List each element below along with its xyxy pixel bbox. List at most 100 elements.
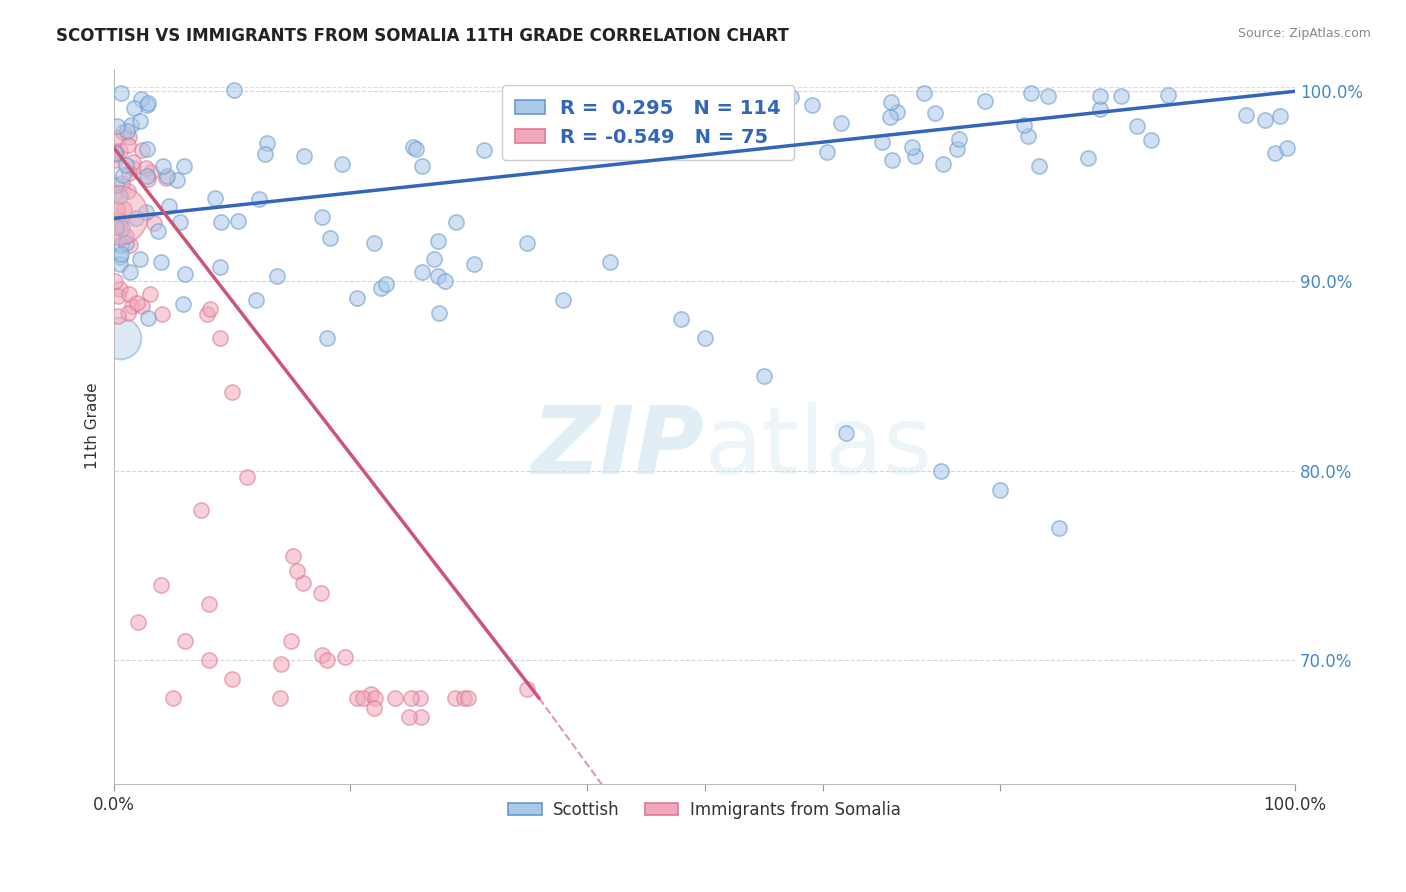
Point (120, 118, 142, 132)
Point (174, 634, 197, 648)
Point (107, 309, 129, 323)
Point (169, 215, 191, 229)
Point (879, 110, 901, 124)
Point (1268, 109, 1291, 123)
Point (150, 307, 173, 321)
Point (127, 615, 149, 630)
Point (245, 293, 267, 307)
Text: Source: ZipAtlas.com: Source: ZipAtlas.com (1237, 27, 1371, 40)
Point (131, 144, 153, 158)
Point (281, 549, 304, 563)
Point (830, 116, 852, 130)
Point (835, 425, 858, 440)
Point (226, 213, 249, 227)
Point (285, 564, 308, 578)
Point (346, 291, 368, 305)
Point (693, 331, 716, 345)
Point (129, 92, 152, 106)
Point (236, 470, 259, 484)
Point (1264, 146, 1286, 161)
Point (427, 234, 450, 248)
Point (1157, 88, 1180, 103)
Point (399, 691, 422, 706)
Point (370, 281, 392, 295)
Point (924, 106, 946, 120)
Point (104, 186, 127, 201)
Point (311, 210, 333, 224)
Point (195, 307, 218, 321)
Point (1088, 103, 1111, 117)
Point (108, 257, 131, 271)
Point (330, 157, 353, 171)
Point (1019, 87, 1042, 101)
Point (104, 275, 127, 289)
Point (266, 268, 288, 283)
Point (108, 213, 131, 227)
Point (221, 385, 243, 400)
Point (107, 289, 129, 303)
Point (120, 238, 142, 252)
Point (900, 139, 922, 153)
Point (904, 149, 927, 163)
Point (107, 208, 129, 222)
Point (1077, 151, 1099, 165)
Point (780, 90, 803, 104)
Point (136, 169, 159, 183)
Point (156, 169, 179, 183)
Point (882, 153, 904, 167)
Point (402, 140, 425, 154)
Point (115, 124, 138, 138)
Point (375, 277, 398, 291)
Point (516, 681, 538, 696)
Point (125, 211, 148, 225)
Point (453, 691, 475, 706)
Point (269, 691, 291, 706)
Point (929, 464, 952, 478)
Point (221, 673, 243, 687)
Point (172, 297, 194, 311)
Point (352, 691, 374, 706)
Point (335, 649, 357, 664)
Point (117, 306, 139, 320)
Point (1139, 133, 1161, 147)
Point (411, 265, 433, 279)
Point (988, 483, 1011, 497)
Point (104, 145, 127, 160)
Point (105, 178, 128, 193)
Point (411, 710, 433, 724)
Point (1109, 88, 1132, 103)
Point (398, 710, 420, 724)
Point (270, 657, 292, 671)
Point (463, 257, 485, 271)
Point (111, 221, 134, 235)
Point (551, 293, 574, 307)
Point (311, 648, 333, 662)
Point (110, 145, 132, 159)
Point (122, 161, 145, 175)
Point (427, 268, 450, 283)
Point (111, 168, 134, 182)
Point (104, 146, 127, 161)
Point (112, 125, 135, 139)
Point (1038, 89, 1060, 103)
Point (411, 160, 433, 174)
Point (135, 205, 157, 219)
Point (1253, 113, 1275, 128)
Point (256, 136, 278, 150)
Point (122, 101, 145, 115)
Point (138, 286, 160, 301)
Point (948, 132, 970, 146)
Y-axis label: 11th Grade: 11th Grade (86, 383, 100, 469)
Point (208, 331, 231, 345)
Point (309, 586, 332, 600)
Point (111, 176, 134, 190)
Point (912, 86, 935, 100)
Point (120, 265, 142, 279)
Point (110, 282, 132, 296)
Point (433, 274, 456, 288)
Point (280, 634, 302, 648)
Point (253, 146, 276, 161)
Point (115, 158, 138, 172)
Point (444, 691, 467, 706)
Point (1126, 120, 1149, 134)
